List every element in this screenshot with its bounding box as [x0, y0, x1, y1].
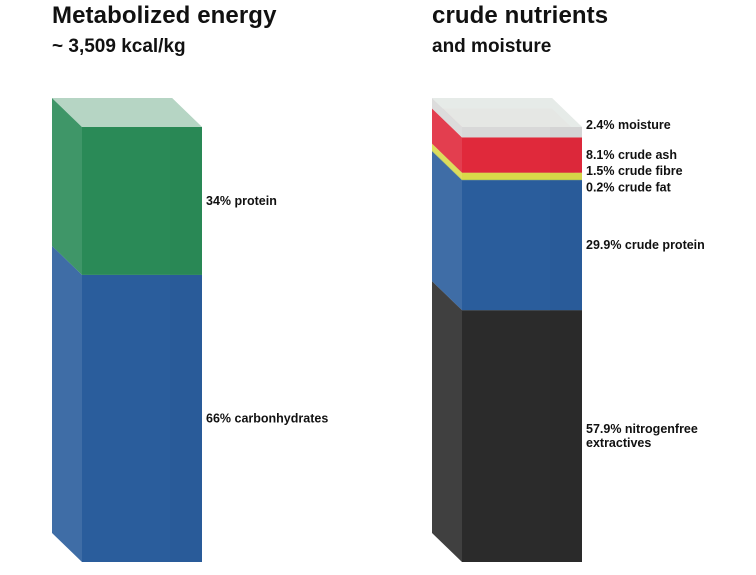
segment-side-34-protein: [52, 98, 82, 275]
segment-front-2-4-moisture: [462, 127, 582, 138]
label-34-protein: 34% protein: [206, 194, 277, 208]
segment-side-57-9-nitrogenfree-extractives: [432, 281, 462, 562]
label-29-9-crude-protein: 29.9% crude protein: [586, 238, 705, 252]
segment-side-1-5-crude-fibre: [432, 143, 462, 180]
segment-side-2-4-moisture: [432, 98, 462, 138]
metabolized-energy-title: Metabolized energy: [52, 2, 277, 29]
segment-front-0-2-crude-fat: [462, 179, 582, 181]
segment-side-66-carbonhydrates: [52, 245, 82, 562]
segment-side-0-2-crude-fat: [432, 150, 462, 181]
segment-shade-2-4-moisture: [550, 127, 582, 138]
segment-side-8-1-crude-ash: [432, 108, 462, 173]
segment-front-8-1-crude-ash: [462, 137, 582, 173]
segment-shade-0-2-crude-fat: [550, 179, 582, 181]
segment-front-34-protein: [82, 127, 202, 275]
crude-nutrients-title: crude nutrients: [432, 2, 609, 29]
segment-shade-29-9-crude-protein: [550, 180, 582, 311]
label-66-carbonhydrates: 66% carbonhydrates: [206, 411, 328, 425]
segment-front-57-9-nitrogenfree-extractives: [462, 310, 582, 562]
segment-front-29-9-crude-protein: [462, 180, 582, 311]
segment-shade-66-carbonhydrates: [170, 274, 202, 562]
stacked-column-1: 57.9% nitrogenfree extractives 29.9% crude…: [432, 98, 705, 562]
label-8-1-crude-ash: 8.1% crude ash: [586, 148, 677, 162]
segment-shade-57-9-nitrogenfree-extractives: [550, 310, 582, 562]
metabolized-energy-subtitle: ~ 3,509 kcal/kg: [52, 36, 186, 57]
segment-shade-34-protein: [170, 127, 202, 275]
segment-front-1-5-crude-fibre: [462, 172, 582, 180]
label-2-4-moisture: 2.4% moisture: [586, 118, 671, 132]
segment-shade-8-1-crude-ash: [550, 137, 582, 173]
column-top-cap: [52, 98, 202, 127]
column-top-cap: [432, 98, 582, 127]
segment-shade-1-5-crude-fibre: [550, 172, 582, 180]
label-0-2-crude-fat: 0.2% crude fat: [586, 181, 672, 195]
segment-side-29-9-crude-protein: [432, 151, 462, 311]
segment-front-66-carbonhydrates: [82, 274, 202, 562]
stacked-column-0: 66% carbonhydrates 34% protein: [52, 98, 328, 562]
label-57-9-nitrogenfree-extractives: 57.9% nitrogenfree extractives: [586, 422, 698, 450]
crude-nutrients-subtitle: and moisture: [432, 36, 552, 57]
label-1-5-crude-fibre: 1.5% crude fibre: [586, 164, 683, 178]
